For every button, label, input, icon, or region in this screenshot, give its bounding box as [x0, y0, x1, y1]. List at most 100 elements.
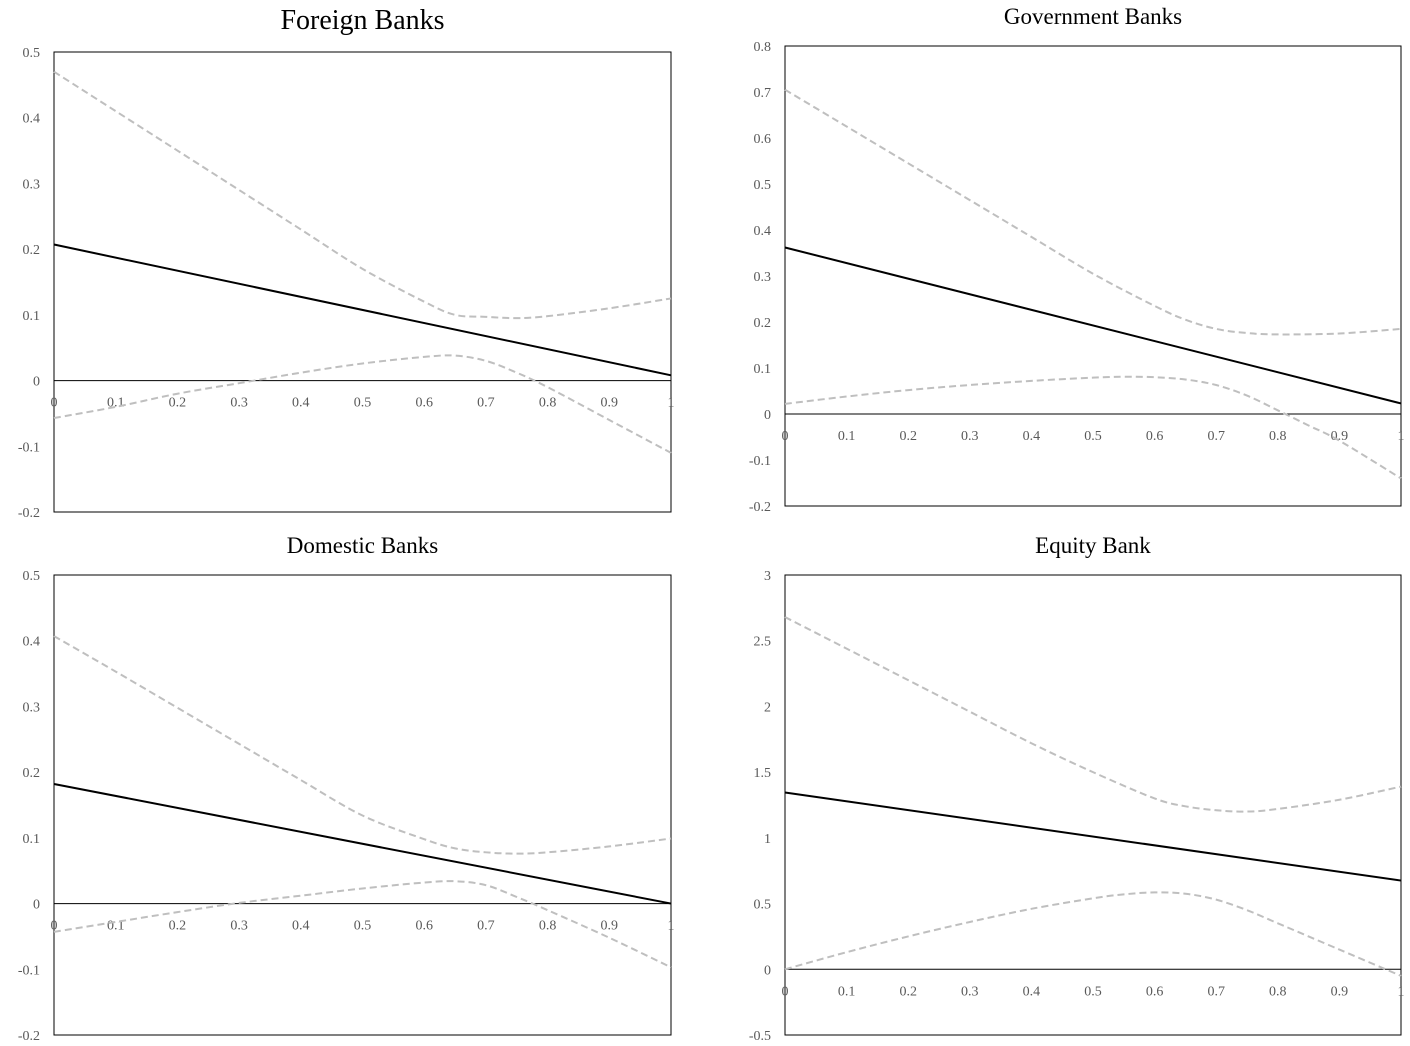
x-tick-label: 1	[668, 396, 675, 411]
x-tick-label: 0.3	[961, 429, 979, 444]
y-tick-label: 3	[764, 569, 771, 584]
x-tick-label: 0.9	[1331, 429, 1349, 444]
lower-bound-line	[784, 375, 1402, 480]
x-tick-label: 0.8	[1269, 984, 1287, 999]
x-tick-label: 0	[782, 429, 789, 444]
x-tick-label: 0	[51, 396, 58, 411]
foreign-banks-chart: Foreign Banks 0.5 0.4 0.3 0.2 0.1 0 -0.1 -0.2 0 0.…	[18, 5, 675, 521]
x-tick-label: 0.1	[838, 984, 856, 999]
x-tick-label: 0.4	[1023, 429, 1041, 444]
y-tick-label: -0.2	[749, 500, 771, 515]
x-tick-label: 0.1	[838, 429, 856, 444]
y-tick-label: 0.2	[23, 766, 41, 781]
y-tick-label: 0.2	[754, 316, 772, 331]
y-tick-label: 0.4	[23, 635, 41, 650]
y-tick-label: 0.5	[23, 569, 41, 584]
chart-title: Equity Bank	[1035, 533, 1151, 558]
y-tick-label: 2	[764, 700, 771, 715]
y-tick-label: -0.2	[18, 506, 40, 521]
x-tick-label: 1	[1398, 984, 1405, 999]
x-tick-label: 0.4	[292, 919, 310, 934]
estimate-line	[784, 791, 1402, 882]
x-tick-label: 0.8	[1269, 429, 1287, 444]
y-tick-label: 0.3	[23, 177, 41, 192]
upper-bound-line	[784, 88, 1402, 336]
y-tick-label: 0	[764, 408, 771, 423]
x-tick-label: 0.2	[899, 984, 917, 999]
x-tick-label: 0.5	[354, 396, 372, 411]
plot-area	[784, 45, 1402, 507]
x-tick-label: 0.5	[1084, 984, 1102, 999]
y-tick-label: -0.1	[18, 963, 40, 978]
y-tick-label: 0.5	[754, 178, 772, 193]
x-tick-label: 0.4	[292, 396, 310, 411]
lower-bound-line	[784, 891, 1402, 977]
upper-bound-line	[53, 70, 672, 320]
upper-bound-line	[784, 616, 1402, 813]
x-tick-label: 0.2	[899, 429, 917, 444]
y-tick-label: 2.5	[754, 635, 772, 650]
y-tick-label: -0.5	[749, 1029, 771, 1044]
y-tick-label: 1.5	[754, 766, 772, 781]
chart-title: Foreign Banks	[280, 5, 444, 36]
x-tick-label: 0.6	[415, 919, 433, 934]
y-tick-label: 0.7	[754, 86, 772, 101]
x-tick-label: 0.5	[1084, 429, 1102, 444]
x-tick-label: 0.7	[477, 919, 495, 934]
x-tick-label: 1	[1398, 429, 1405, 444]
government-banks-chart: Government Banks 0.8 0.7 0.6 0.5 0.4 0.3 0.2 0.1…	[749, 4, 1405, 515]
y-tick-label: -0.1	[18, 440, 40, 455]
y-tick-label: 0.4	[23, 112, 41, 127]
estimate-line	[53, 243, 672, 377]
x-tick-label: 0.7	[1207, 429, 1225, 444]
plot-area	[53, 51, 672, 513]
x-tick-label: 0.6	[1146, 429, 1164, 444]
plot-area	[53, 574, 672, 1036]
x-tick-label: 0.7	[1207, 984, 1225, 999]
y-tick-label: 0	[764, 963, 771, 978]
x-tick-label: 0.9	[601, 919, 619, 934]
y-tick-label: 0.1	[23, 309, 41, 324]
y-tick-label: 0.5	[754, 898, 772, 913]
y-tick-label: -0.2	[18, 1029, 40, 1044]
x-tick-label: 0.3	[961, 984, 979, 999]
x-tick-label: 0.6	[415, 396, 433, 411]
y-tick-label: 0.4	[754, 224, 772, 239]
x-tick-label: 0.8	[539, 919, 557, 934]
x-tick-label: 0	[782, 984, 789, 999]
x-tick-label: 0.2	[169, 919, 187, 934]
x-tick-label: 0.5	[354, 919, 372, 934]
y-tick-label: 0.3	[754, 270, 772, 285]
chart-title: Domestic Banks	[287, 533, 438, 558]
y-tick-label: 0.5	[23, 46, 41, 61]
lower-bound-line	[53, 880, 672, 969]
x-tick-label: 0.3	[230, 396, 248, 411]
y-tick-label: 0.1	[754, 362, 772, 377]
y-tick-label: 0.8	[754, 40, 772, 55]
x-tick-label: 0.7	[477, 396, 495, 411]
estimate-line	[53, 782, 672, 905]
y-tick-label: 0.6	[754, 132, 772, 147]
y-tick-label: 0.2	[23, 243, 41, 258]
y-tick-label: 0	[33, 898, 40, 913]
x-tick-label: 0.2	[169, 396, 187, 411]
x-tick-label: 0.3	[230, 919, 248, 934]
domestic-banks-chart: Domestic Banks 0.5 0.4 0.3 0.2 0.1 0 -0.1 -0.2 0 0…	[18, 533, 675, 1044]
y-tick-label: 0	[33, 375, 40, 390]
equity-bank-chart: Equity Bank 3 2.5 2 1.5 1 0.5 0 -0.5 0 0.1 0.2 0.3 0.…	[749, 533, 1405, 1044]
x-tick-label: 0.9	[601, 396, 619, 411]
upper-bound-line	[53, 635, 672, 855]
y-tick-label: 1	[764, 832, 771, 847]
x-tick-label: 0.4	[1023, 984, 1041, 999]
estimate-line	[784, 246, 1402, 405]
y-tick-label: 0.3	[23, 700, 41, 715]
x-tick-label: 1	[668, 919, 675, 934]
x-tick-label: 0.9	[1331, 984, 1349, 999]
y-tick-label: -0.1	[749, 454, 771, 469]
chart-title: Government Banks	[1004, 4, 1182, 29]
lower-bound-line	[53, 354, 672, 454]
x-tick-label: 0	[51, 919, 58, 934]
x-tick-label: 0.8	[539, 396, 557, 411]
x-tick-label: 0.6	[1146, 984, 1164, 999]
